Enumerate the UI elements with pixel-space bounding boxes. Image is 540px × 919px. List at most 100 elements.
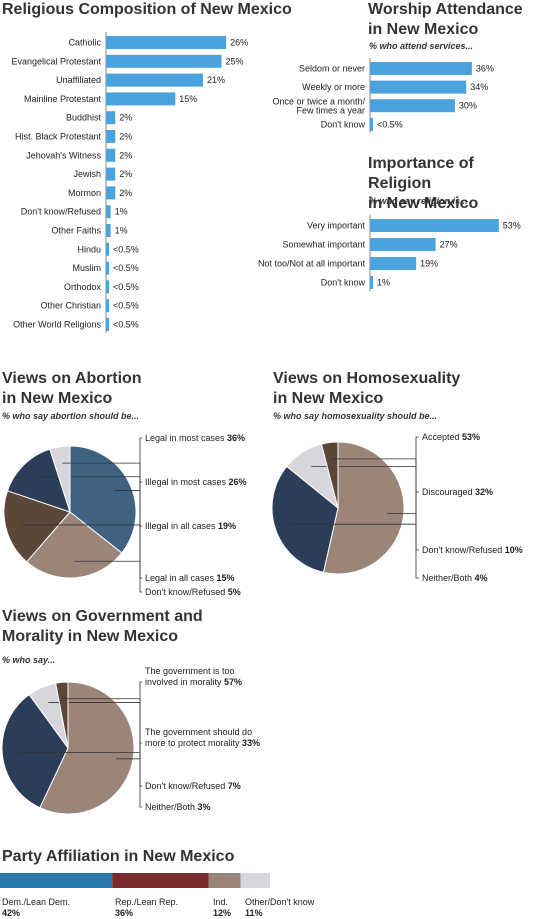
attendance-label-seldom-or-never: Seldom or never <box>299 64 365 74</box>
composition-label-muslim: Muslim <box>73 263 102 273</box>
attendance-label-once-or-twice-a-month-few-times-a-year: Once or twice a month/ <box>272 97 365 107</box>
importance-value-don-t-know: 1% <box>377 278 390 288</box>
homosexuality-label-discouraged: Discouraged 32% <box>422 487 493 497</box>
party-title: Party Affiliation in New Mexico <box>2 848 235 865</box>
composition-value-hindu: <0.5% <box>113 244 139 254</box>
importance-label-not-too-not-at-all-important: Not too/Not at all important <box>258 259 366 269</box>
government-label-don-t-know-refused: Don't know/Refused 7% <box>145 781 241 791</box>
composition-value-other-christian: <0.5% <box>113 301 139 311</box>
attendance-value-don-t-know: <0.5% <box>377 119 403 129</box>
importance-value-very-important: 53% <box>503 221 521 231</box>
government-label-the-government-is-too-involved-in-morality-2: involved in morality 57% <box>145 677 242 687</box>
party-label-ind: Ind. 12% <box>213 897 232 918</box>
composition-bar-mormon <box>106 186 116 200</box>
party-label-rep: Rep./Lean Rep. 36% <box>115 897 179 918</box>
party-bar-other-don-t-know <box>240 873 270 888</box>
composition-label-hist-black-protestant: Hist. Black Protestant <box>15 132 102 142</box>
composition-label-other-christian: Other Christian <box>40 301 101 311</box>
importance-bar-not-too-not-at-all-important <box>370 257 417 270</box>
composition-bar-mainline-protestant <box>106 92 176 106</box>
government-subtitle: % who say... <box>2 655 56 665</box>
government-slice-the-government-should-do-more-to-protect-morality <box>1 693 69 809</box>
importance-value-not-too-not-at-all-important: 19% <box>420 259 438 269</box>
composition-label-orthodox: Orthodox <box>64 282 102 292</box>
abortion-label-illegal-in-most-cases: Illegal in most cases 26% <box>145 477 247 487</box>
composition-value-hist-black-protestant: 2% <box>119 132 132 142</box>
attendance-bar-seldom-or-never <box>370 62 472 75</box>
homosexuality-label-neither-both: Neither/Both 4% <box>422 573 488 583</box>
importance-value-somewhat-important: 27% <box>440 240 458 250</box>
composition-value-other-world-religions: <0.5% <box>113 320 139 330</box>
abortion-title: Views on Abortion in New Mexico <box>2 370 142 407</box>
government-label-the-government-is-too-involved-in-morality: The government is too <box>145 666 235 676</box>
composition-label-hindu: Hindu <box>77 244 101 254</box>
composition-value-evangelical-protestant: 25% <box>226 56 244 66</box>
importance-bar-very-important <box>370 219 499 232</box>
composition-label-other-faiths: Other Faiths <box>51 226 101 236</box>
composition-label-mainline-protestant: Mainline Protestant <box>24 94 102 104</box>
abortion-subtitle: % who say abortion should be... <box>2 411 140 421</box>
composition-bar-other-faiths <box>106 224 111 237</box>
composition-value-don-t-know-refused: 1% <box>115 207 128 217</box>
abortion-slice-don-t-know-refused <box>49 445 71 513</box>
homosexuality-label-accepted: Accepted 53% <box>422 432 480 442</box>
composition-bar-jewish <box>106 167 116 181</box>
homosexuality-subtitle: % who say homosexuality should be... <box>273 411 438 421</box>
importance-label-don-t-know: Don't know <box>321 278 366 288</box>
government-title: Views on Government and Morality in New M… <box>2 608 203 645</box>
homosexuality-slice-discouraged <box>271 465 339 573</box>
composition-bar-don-t-know-refused <box>106 205 111 219</box>
composition-value-jehovah-s-witness: 2% <box>119 150 132 160</box>
importance-label-somewhat-important: Somewhat important <box>282 240 365 250</box>
attendance-bar-weekly-or-more <box>370 80 467 94</box>
homosexuality-title: Views on Homosexuality in New Mexico <box>273 370 461 407</box>
composition-value-jewish: 2% <box>119 169 132 179</box>
composition-value-mainline-protestant: 15% <box>179 94 197 104</box>
importance-subtitle: % who say religion is... <box>369 196 468 206</box>
composition-label-other-world-religions: Other World Religions <box>13 320 101 330</box>
attendance-title: Worship Attendance in New Mexico <box>368 1 523 38</box>
abortion-leader-don-t-know-refused <box>62 462 142 593</box>
composition-bar-buddhist <box>106 111 116 125</box>
composition-bar-evangelical-protestant <box>106 54 222 68</box>
party-label-other: Other/Don't know 11% <box>245 897 315 918</box>
party-bar-ind <box>208 873 241 888</box>
composition-bar-hist-black-protestant <box>106 130 116 143</box>
abortion-slice-legal-in-most-cases <box>69 445 137 554</box>
composition-bar-unaffiliated <box>106 73 204 87</box>
homosexuality-leader-neither-both <box>331 458 419 579</box>
attendance-label-don-t-know: Don't know <box>321 119 366 129</box>
party-bar-rep-lean-rep <box>112 873 209 888</box>
attendance-bar-once-or-twice-a-month-few-times-a-year <box>370 99 455 113</box>
composition-bar-muslim <box>106 261 109 275</box>
composition-bar-hindu <box>106 242 109 256</box>
abortion-label-legal-in-all-cases: Legal in all cases 15% <box>145 573 235 583</box>
importance-bar-somewhat-important <box>370 238 436 251</box>
importance-title: Importance of Religion in New Mexico <box>368 155 479 212</box>
composition-bar-other-world-religions <box>106 318 109 331</box>
homosexuality-slice-accepted <box>322 441 405 575</box>
composition-bar-orthodox <box>106 280 109 294</box>
attendance-bar-don-t-know <box>370 117 373 131</box>
composition-label-unaffiliated: Unaffiliated <box>56 75 101 85</box>
composition-bar-jehovah-s-witness <box>106 148 116 162</box>
abortion-label-illegal-in-all-cases: Illegal in all cases 19% <box>145 521 236 531</box>
composition-label-catholic: Catholic <box>68 38 101 48</box>
composition-label-jewish: Jewish <box>73 169 101 179</box>
composition-label-mormon: Mormon <box>68 188 101 198</box>
composition-value-mormon: 2% <box>119 188 132 198</box>
composition-label-buddhist: Buddhist <box>66 113 102 123</box>
importance-bar-don-t-know <box>370 276 373 289</box>
government-label-the-government-should-do-more-to-protect-morality: The government should do <box>145 727 252 737</box>
party-bar-dem-lean-dem <box>0 873 113 888</box>
composition-title: Religious Composition of New Mexico <box>2 1 292 18</box>
government-label-the-government-should-do-more-to-protect-morality-2: more to protect morality 33% <box>145 738 260 748</box>
composition-value-other-faiths: 1% <box>115 226 128 236</box>
government-label-neither-both: Neither/Both 3% <box>145 802 211 812</box>
party-label-dem: Dem./Lean Dem. 42% <box>2 897 71 918</box>
government-slice-the-government-is-too-involved-in-morality <box>39 681 135 815</box>
composition-value-buddhist: 2% <box>119 113 132 123</box>
composition-label-jehovah-s-witness: Jehovah's Witness <box>26 150 101 160</box>
composition-value-unaffiliated: 21% <box>207 75 225 85</box>
